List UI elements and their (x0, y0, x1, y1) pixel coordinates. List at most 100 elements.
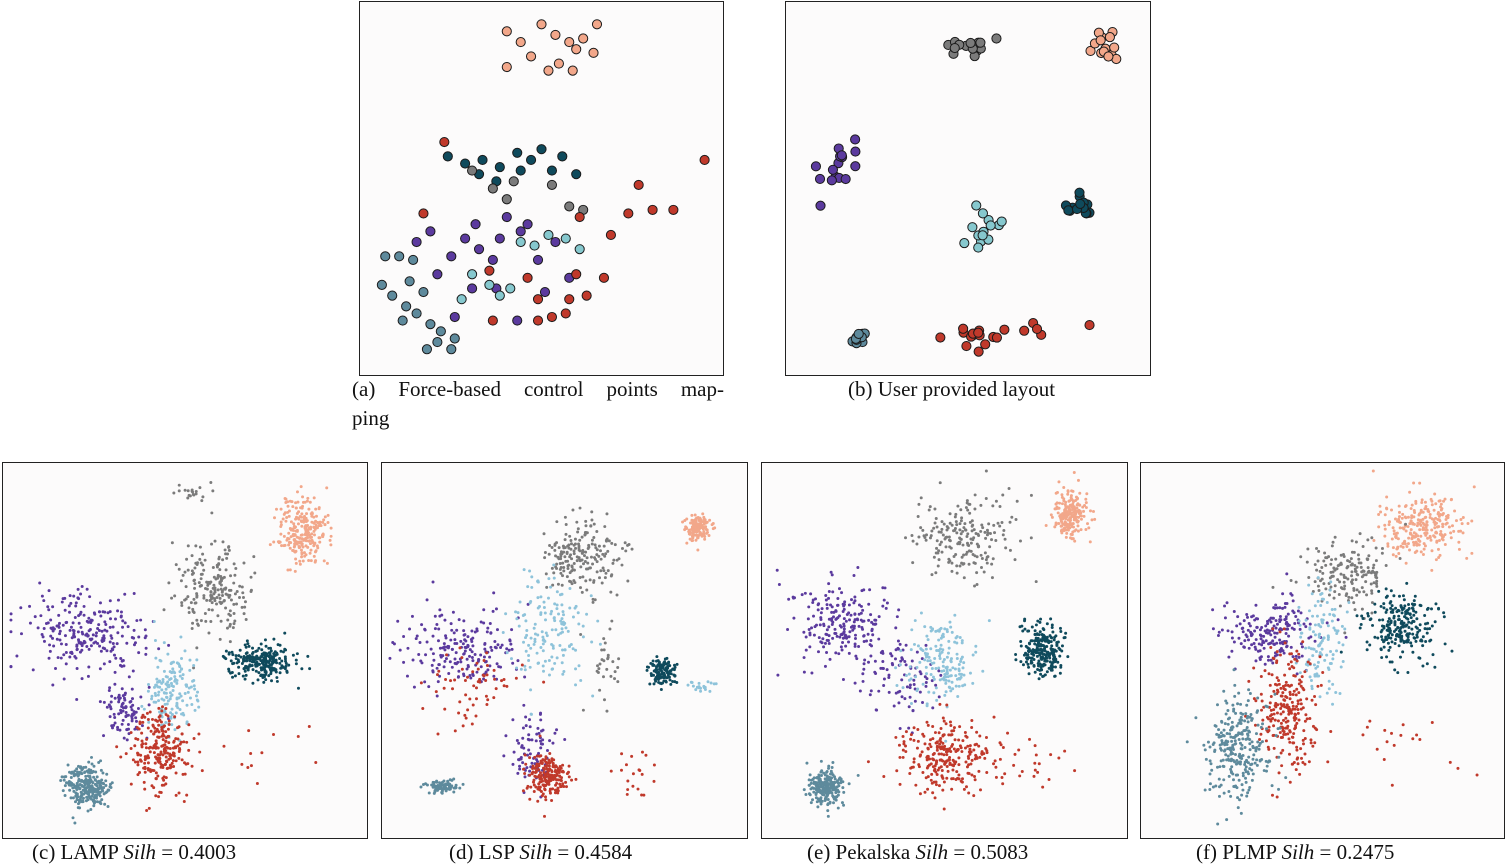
scatter-point-sky (577, 622, 581, 626)
scatter-point-gray (979, 529, 983, 533)
scatter-point-red (556, 767, 560, 771)
scatter-point-gray (592, 522, 596, 526)
scatter-point-purple (115, 642, 119, 646)
scatter-point-gray (219, 580, 223, 584)
scatter-point-gray (965, 501, 969, 505)
scatter-point-red (948, 755, 952, 759)
scatter-point-peach (1076, 478, 1080, 482)
scatter-point-peach (705, 520, 709, 524)
scatter-point-purple (873, 659, 877, 663)
scatter-point-red (926, 746, 930, 750)
scatter-point-gray (241, 591, 245, 595)
scatter-point-purple (839, 645, 843, 649)
scatter-point-slate (842, 803, 846, 807)
scatter-point-peach (1095, 35, 1106, 46)
scatter-point-slate (434, 787, 438, 791)
scatter-point-gray (546, 179, 558, 190)
scatter-point-sky (562, 613, 565, 617)
scatter-point-red (133, 760, 137, 764)
scatter-point-slate (104, 779, 108, 783)
scatter-point-teal_dark (245, 651, 249, 655)
scatter-point-gray (940, 527, 944, 531)
scatter-point-teal_dark (664, 669, 668, 673)
scatter-point-gray (1029, 493, 1033, 497)
scatter-point-peach (702, 517, 706, 521)
scatter-point-purple (528, 718, 531, 722)
scatter-point-slate (94, 793, 98, 797)
scatter-point-slate (830, 765, 834, 769)
scatter-point-peach (294, 517, 298, 521)
scatter-point-purple (112, 712, 116, 716)
scatter-point-gray (580, 535, 584, 539)
scatter-point-gray (934, 571, 938, 575)
scatter-point-gray (226, 618, 230, 622)
scatter-point-red (164, 736, 168, 740)
scatter-point-peach (312, 533, 316, 537)
scatter-point-red (640, 772, 644, 776)
scatter-point-sky (909, 702, 913, 706)
scatter-point-purple (517, 741, 521, 745)
scatter-point-sky (923, 658, 927, 662)
scatter-point-red (555, 778, 559, 782)
scatter-point-purple (810, 161, 822, 172)
scatter-point-peach (1441, 525, 1445, 529)
scatter-point-purple (827, 582, 831, 586)
scatter-point-purple (132, 636, 136, 640)
scatter-point-gray (197, 581, 201, 585)
scatter-point-sky (180, 667, 184, 671)
scatter-point-purple (55, 637, 59, 641)
scatter-point-peach (1086, 522, 1090, 526)
scatter-point-purple (808, 633, 812, 637)
scatter-point-purple (130, 717, 134, 721)
scatter-point-purple (451, 610, 455, 614)
scatter-point-gray (620, 563, 624, 567)
scatter-point-purple (485, 630, 489, 634)
scatter-point-purple (134, 719, 138, 723)
scatter-point-purple (9, 618, 13, 622)
scatter-point-purple (853, 595, 857, 599)
scatter-point-purple (134, 716, 138, 720)
scatter-point-sky (550, 628, 554, 632)
scatter-point-purple (820, 607, 824, 611)
scatter-point-peach (284, 500, 288, 504)
scatter-point-sky (927, 655, 931, 659)
scatter-point-sky (193, 687, 197, 691)
scatter-point-peach (1461, 516, 1465, 520)
scatter-point-red (531, 766, 535, 770)
scatter-point-gray (596, 664, 600, 668)
scatter-point-purple (97, 629, 101, 632)
scatter-point-teal_dark (1058, 654, 1062, 658)
scatter-point-slate (78, 797, 82, 801)
scatter-point-purple (515, 739, 519, 743)
scatter-point-red (145, 711, 149, 715)
scatter-point-gray (564, 522, 568, 526)
scatter-point-gray (203, 558, 207, 562)
scatter-point-purple (124, 710, 128, 714)
scatter-point-slate (78, 786, 82, 790)
scatter-point-purple (867, 602, 871, 606)
scatter-point-purple (438, 608, 442, 612)
scatter-point-purple (479, 620, 483, 624)
scatter-point-slate (397, 315, 408, 326)
scatter-point-red (149, 729, 153, 733)
scatter-point-teal_dark (251, 657, 255, 661)
scatter-point-red (138, 722, 142, 726)
scatter-point-slate (92, 775, 96, 779)
scatter-point-purple (835, 603, 839, 607)
scatter-point-peach (1076, 502, 1080, 506)
scatter-point-slate (835, 795, 839, 799)
scatter-point-red (948, 747, 952, 751)
scatter-point-purple (850, 598, 854, 602)
scatter-point-teal_dark (280, 659, 284, 663)
scatter-point-gray (945, 525, 949, 529)
scatter-point-red (546, 311, 558, 323)
scatter-point-sky (185, 703, 189, 707)
scatter-point-red (898, 782, 902, 786)
scatter-point-purple (840, 173, 851, 185)
scatter-point-teal_dark (1038, 648, 1042, 651)
scatter-point-peach (294, 525, 297, 529)
scatter-point-slate (92, 764, 96, 768)
scatter-point-slate (95, 800, 99, 804)
scatter-point-gray (963, 522, 967, 526)
scatter-point-purple (482, 608, 486, 612)
